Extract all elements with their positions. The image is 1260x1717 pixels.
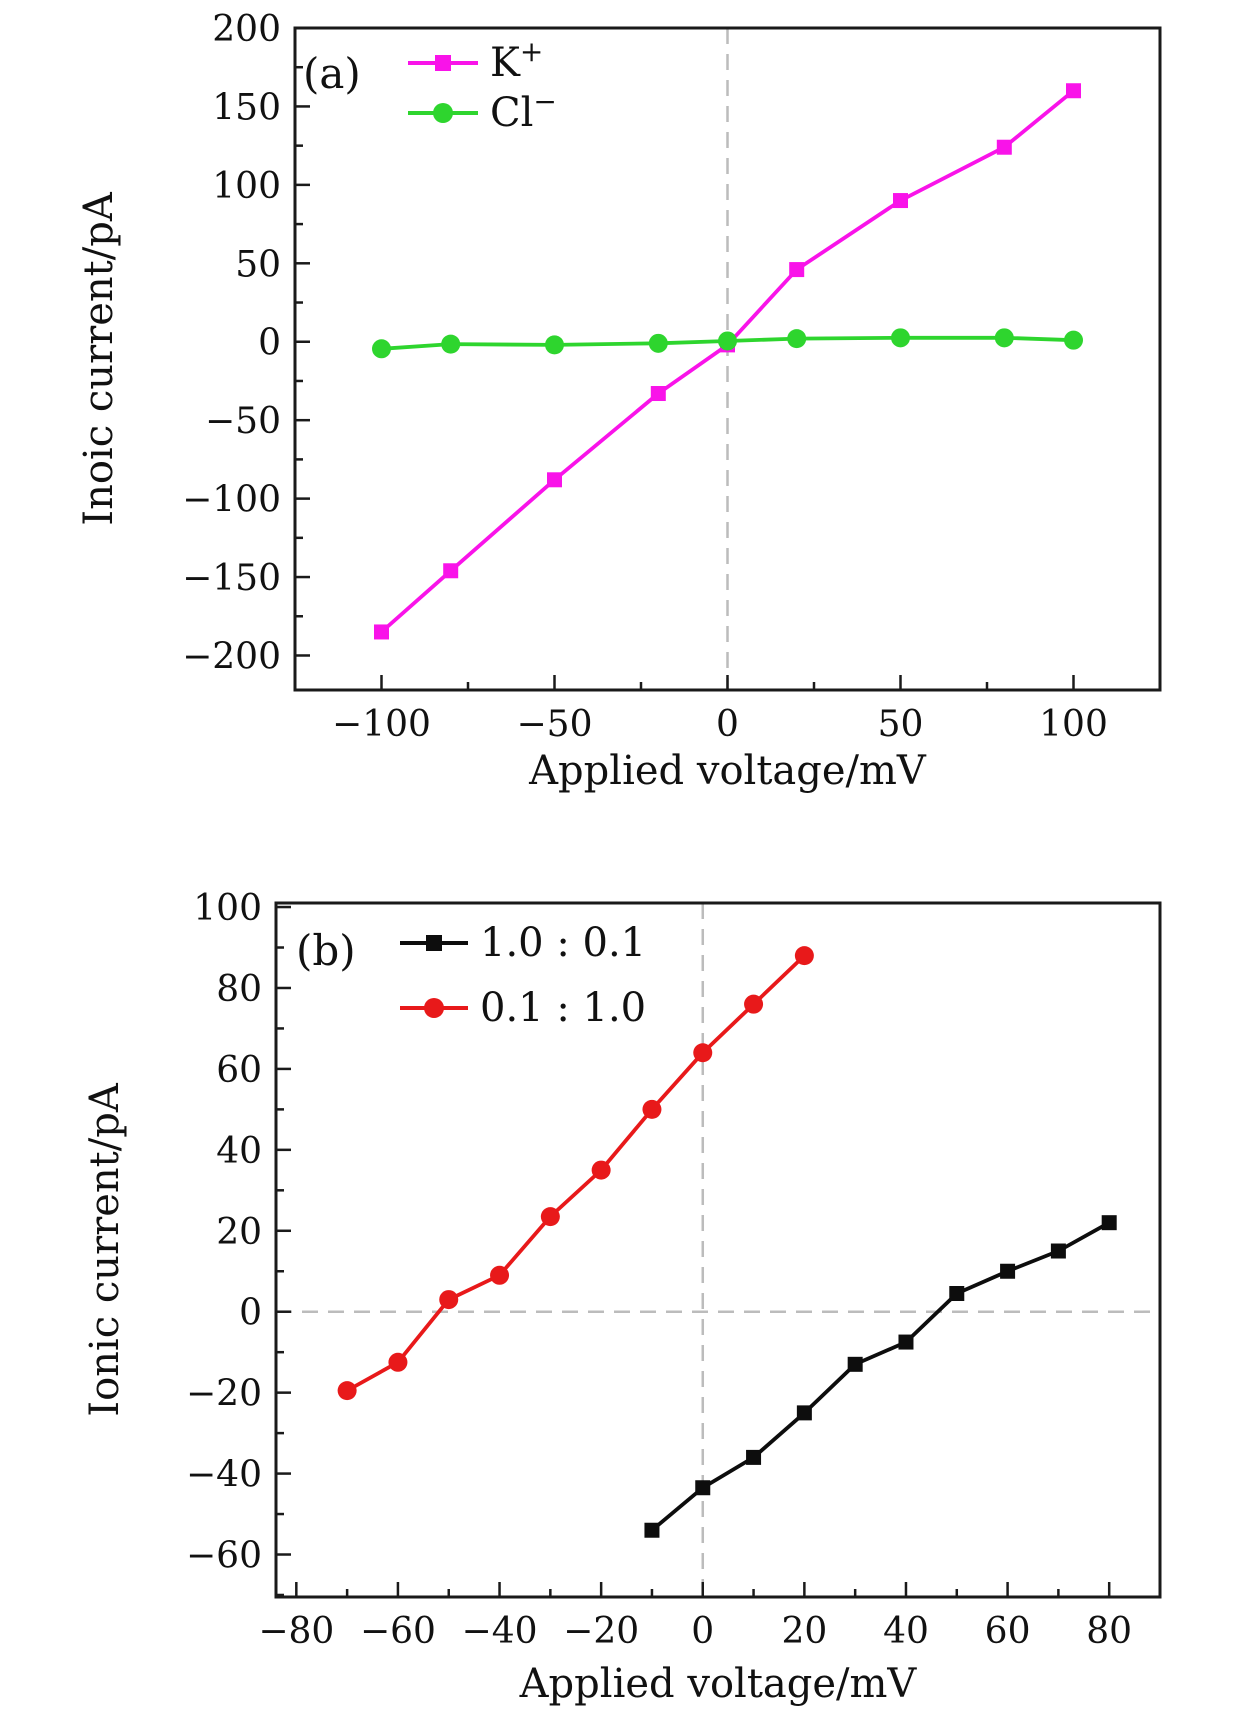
x-tick-label-b: −40 [462, 1611, 538, 1652]
legend-label-ratio-0p1-1p0: 0.1 : 1.0 [480, 985, 646, 1031]
x-tick-label-a: 100 [1039, 704, 1108, 745]
marker-circle-ratio-0p1-1p0 [693, 1043, 713, 1063]
legend-marker-circle-cl-minus [433, 103, 453, 123]
marker-square-ratio-1p0-0p1 [746, 1449, 762, 1465]
marker-square-k-plus [443, 563, 459, 579]
marker-square-ratio-1p0-0p1 [949, 1286, 965, 1302]
series-ratio-1p0-0p1 [644, 1215, 1117, 1538]
panel-a: −100 −50 0 50 100 −200 −150 −100 −50 0 50 100 150 200… [0, 0, 1260, 800]
marker-square-ratio-1p0-0p1 [644, 1522, 660, 1538]
panel-label-a: (a) [303, 49, 361, 98]
marker-square-ratio-1p0-0p1 [1101, 1215, 1117, 1231]
legend-label-cl-minus: Cl− [490, 85, 557, 136]
marker-circle-cl-minus [545, 335, 564, 355]
x-tick-label-b: 60 [985, 1611, 1031, 1652]
y-axis-title-b: Ionic current/pA [82, 1082, 128, 1417]
marker-square-ratio-1p0-0p1 [1000, 1263, 1016, 1279]
marker-circle-cl-minus [994, 328, 1014, 348]
marker-circle-ratio-0p1-1p0 [388, 1352, 408, 1372]
chart-a-svg: −100 −50 0 50 100 −200 −150 −100 −50 0 50 100 150 200… [76, 9, 1162, 794]
marker-circle-cl-minus [441, 334, 461, 354]
panel-label-b: (b) [296, 926, 356, 975]
x-tick-label-b: 20 [781, 1611, 827, 1652]
x-tick-label-b: 80 [1086, 1611, 1132, 1652]
plot-frame-b [274, 901, 1162, 1599]
y-tick-label-b: 80 [216, 969, 262, 1010]
x-tick-label-a: 50 [878, 704, 924, 745]
marker-circle-cl-minus [372, 339, 391, 359]
marker-square-k-plus [893, 193, 908, 209]
x-tick-label-a: −50 [517, 704, 593, 745]
marker-circle-ratio-0p1-1p0 [744, 994, 764, 1014]
x-axis-title-b: Applied voltage/mV [519, 1661, 918, 1707]
marker-square-k-plus [1066, 83, 1081, 99]
legend-label-k-plus: K+ [490, 35, 543, 86]
marker-circle-cl-minus [891, 328, 910, 348]
y-tick-label-a: −50 [205, 401, 281, 442]
marker-circle-cl-minus [787, 329, 807, 349]
marker-square-ratio-1p0-0p1 [847, 1356, 863, 1372]
marker-circle-ratio-0p1-1p0 [794, 946, 814, 966]
marker-circle-ratio-0p1-1p0 [337, 1381, 357, 1401]
y-tick-label-b: 0 [239, 1293, 262, 1334]
marker-circle-ratio-0p1-1p0 [490, 1265, 510, 1285]
marker-square-k-plus [650, 386, 666, 402]
marker-square-ratio-1p0-0p1 [1050, 1243, 1066, 1259]
marker-square-ratio-1p0-0p1 [898, 1334, 914, 1350]
marker-square-ratio-1p0-0p1 [695, 1480, 711, 1496]
marker-square-k-plus [547, 472, 562, 488]
y-tick-label-a: 50 [235, 244, 281, 285]
y-tick-label-a: −100 [182, 480, 281, 521]
x-tick-label-a: 0 [716, 704, 739, 745]
legend-entry-ratio-1p0-0p1: 1.0 : 0.1 [400, 920, 646, 966]
marker-square-k-plus [789, 262, 805, 278]
series-line-ratio-0p1-1p0 [346, 954, 806, 1393]
marker-circle-ratio-0p1-1p0 [591, 1160, 611, 1180]
marker-circle-cl-minus [718, 331, 737, 351]
x-tick-label-b: −60 [360, 1611, 436, 1652]
y-tick-label-a: −150 [182, 558, 281, 599]
y-tick-label-b: 60 [216, 1050, 262, 1091]
legend-entry-cl-minus: Cl− [408, 85, 557, 136]
y-tick-label-b: 20 [216, 1212, 262, 1253]
marker-square-ratio-1p0-0p1 [796, 1405, 812, 1421]
x-tick-label-b: 40 [883, 1611, 929, 1652]
legend-entry-k-plus: K+ [408, 35, 543, 86]
legend-marker-circle-ratio-0p1-1p0 [424, 998, 444, 1018]
marker-circle-cl-minus [1064, 330, 1083, 350]
x-tick-label-b: −20 [563, 1611, 639, 1652]
series-line-ratio-1p0-0p1 [650, 1221, 1111, 1532]
y-tick-label-b: 100 [193, 888, 262, 929]
x-tick-label-a: −100 [332, 704, 431, 745]
y-tick-label-a: −200 [182, 636, 281, 677]
marker-square-k-plus [996, 139, 1012, 155]
legend-entry-ratio-0p1-1p0: 0.1 : 1.0 [400, 985, 646, 1031]
marker-square-k-plus [374, 624, 389, 640]
y-tick-label-b: −40 [186, 1455, 262, 1496]
legend-label-ratio-1p0-0p1: 1.0 : 0.1 [480, 920, 646, 966]
legend-marker-square-k-plus [435, 55, 451, 71]
x-tick-label-b: 0 [691, 1611, 714, 1652]
series-cl-minus [372, 328, 1083, 359]
series-ratio-0p1-1p0 [337, 946, 814, 1401]
y-tick-label-b: 40 [216, 1131, 262, 1172]
y-axis-title-a: Inoic current/pA [76, 191, 122, 526]
y-tick-label-a: 0 [258, 323, 281, 364]
panel-b: −80 −60 −40 −20 0 20 40 60 80 −60 −40 −20 0 20 40 60 80 1… [0, 800, 1260, 1717]
marker-circle-cl-minus [648, 333, 668, 353]
marker-circle-ratio-0p1-1p0 [540, 1207, 560, 1227]
y-tick-label-a: 150 [212, 87, 281, 128]
y-tick-label-a: 100 [212, 166, 281, 207]
marker-circle-ratio-0p1-1p0 [642, 1099, 662, 1119]
legend-marker-square-ratio-1p0-0p1 [426, 935, 442, 951]
y-tick-label-b: −60 [186, 1536, 262, 1577]
chart-b-svg: −80 −60 −40 −20 0 20 40 60 80 −60 −40 −20 0 20 40 60 80 1… [82, 888, 1162, 1707]
y-tick-label-b: −20 [186, 1374, 262, 1415]
x-tick-label-b: −80 [258, 1611, 334, 1652]
marker-circle-ratio-0p1-1p0 [439, 1290, 459, 1310]
x-axis-title-a: Applied voltage/mV [528, 748, 927, 794]
y-tick-label-a: 200 [212, 9, 281, 50]
